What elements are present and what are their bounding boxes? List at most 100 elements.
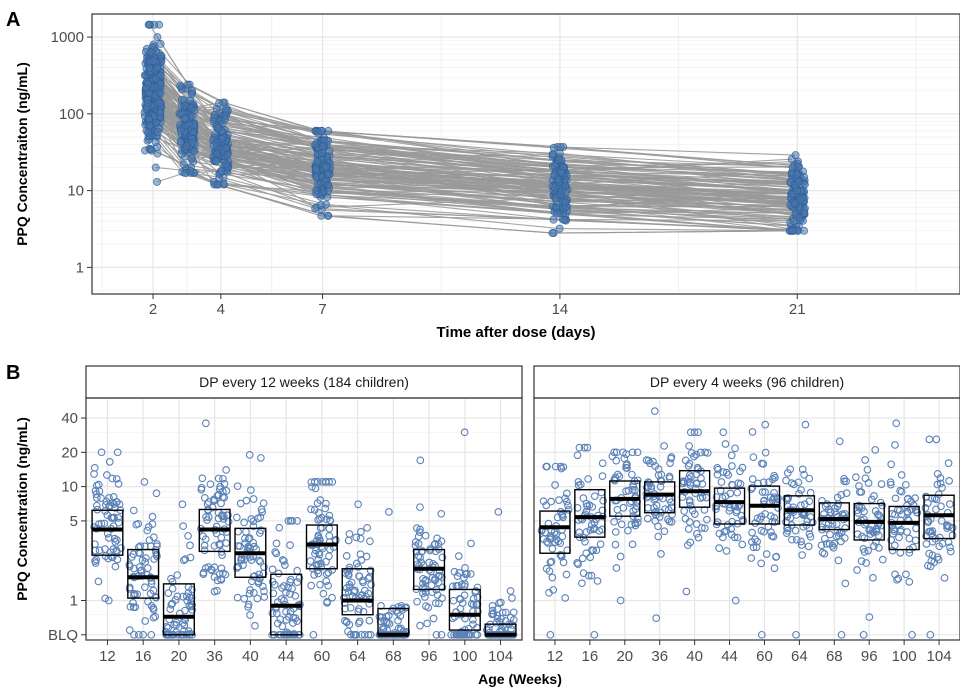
data-point — [751, 519, 760, 528]
data-point — [256, 574, 264, 583]
data-point — [417, 547, 426, 556]
data-point — [686, 538, 695, 547]
data-point — [697, 474, 705, 483]
data-point — [321, 478, 330, 486]
data-point — [328, 593, 336, 602]
box — [539, 510, 571, 554]
x-tick-label: 12 — [547, 648, 564, 665]
data-point — [103, 471, 111, 479]
profile-line — [149, 24, 796, 156]
data-point — [419, 579, 427, 588]
data-point — [151, 163, 160, 172]
data-point — [820, 549, 829, 558]
data-point — [553, 175, 562, 184]
data-point — [694, 533, 703, 542]
data-point — [613, 470, 622, 479]
data-point — [875, 543, 883, 552]
data-point — [616, 596, 625, 605]
data-point — [322, 499, 330, 508]
data-point — [278, 584, 286, 592]
data-point — [257, 505, 266, 514]
data-point — [901, 480, 910, 489]
data-point — [749, 543, 758, 552]
facet-strip-label: DP every 4 weeks (96 children) — [650, 374, 844, 390]
data-point — [185, 601, 194, 610]
data-point — [875, 531, 883, 540]
data-point — [865, 613, 874, 621]
data-point — [871, 446, 880, 454]
data-point — [932, 495, 941, 504]
data-point — [761, 420, 770, 429]
data-point — [256, 557, 265, 566]
data-point — [791, 151, 800, 160]
data-point — [278, 556, 287, 564]
data-point — [388, 606, 396, 615]
data-point — [945, 500, 954, 508]
data-point — [738, 540, 747, 549]
data-point — [255, 556, 264, 565]
data-point — [152, 177, 161, 186]
data-point — [736, 480, 745, 488]
data-point — [104, 534, 113, 542]
data-point — [786, 514, 795, 522]
facet-strip — [85, 365, 523, 399]
data-point — [595, 527, 604, 535]
y-axis-title: PPQ Concentraiton (ng/mL) — [14, 62, 30, 246]
data-point — [241, 534, 249, 543]
data-point — [657, 550, 665, 558]
data-point — [681, 456, 690, 465]
y-tick-label: 10 — [61, 479, 78, 496]
data-point — [219, 515, 228, 523]
data-point — [186, 541, 194, 550]
data-point — [488, 610, 496, 619]
data-point — [222, 160, 231, 169]
data-point — [660, 527, 669, 536]
data-point — [897, 487, 906, 496]
profile-line — [152, 122, 798, 232]
data-point — [416, 503, 424, 512]
data-point — [355, 617, 364, 626]
data-point — [130, 564, 138, 573]
data-point — [937, 502, 945, 511]
data-point — [797, 486, 805, 494]
data-point — [772, 552, 781, 561]
data-point — [841, 524, 850, 532]
data-point — [794, 478, 803, 487]
data-point — [132, 520, 141, 529]
data-point — [751, 535, 759, 544]
data-point — [908, 630, 916, 639]
data-point — [842, 489, 851, 497]
data-point — [186, 630, 194, 638]
x-tick-label: 96 — [421, 648, 438, 665]
data-point — [869, 573, 877, 582]
data-point — [887, 536, 896, 544]
data-point — [342, 617, 351, 626]
data-point — [548, 544, 557, 553]
data-point — [260, 563, 268, 571]
data-point — [550, 183, 559, 192]
x-tick-label: 4 — [217, 301, 225, 318]
data-point — [179, 522, 188, 531]
data-point — [95, 487, 104, 496]
data-point — [433, 534, 441, 543]
data-point — [354, 563, 363, 571]
data-point — [580, 443, 589, 452]
data-point — [598, 472, 607, 481]
data-point — [307, 505, 315, 514]
data-point — [652, 614, 661, 622]
data-point — [922, 540, 931, 548]
data-point — [240, 594, 249, 603]
data-point — [147, 630, 156, 639]
data-point — [866, 530, 875, 538]
data-point — [611, 528, 620, 536]
data-point — [366, 566, 375, 575]
data-point — [245, 451, 254, 459]
data-point — [718, 533, 727, 542]
data-point — [698, 480, 707, 488]
data-point — [610, 517, 618, 526]
data-point — [431, 599, 440, 608]
data-point — [354, 619, 363, 628]
data-point — [312, 173, 321, 182]
data-point — [255, 529, 264, 537]
data-point — [837, 630, 846, 639]
